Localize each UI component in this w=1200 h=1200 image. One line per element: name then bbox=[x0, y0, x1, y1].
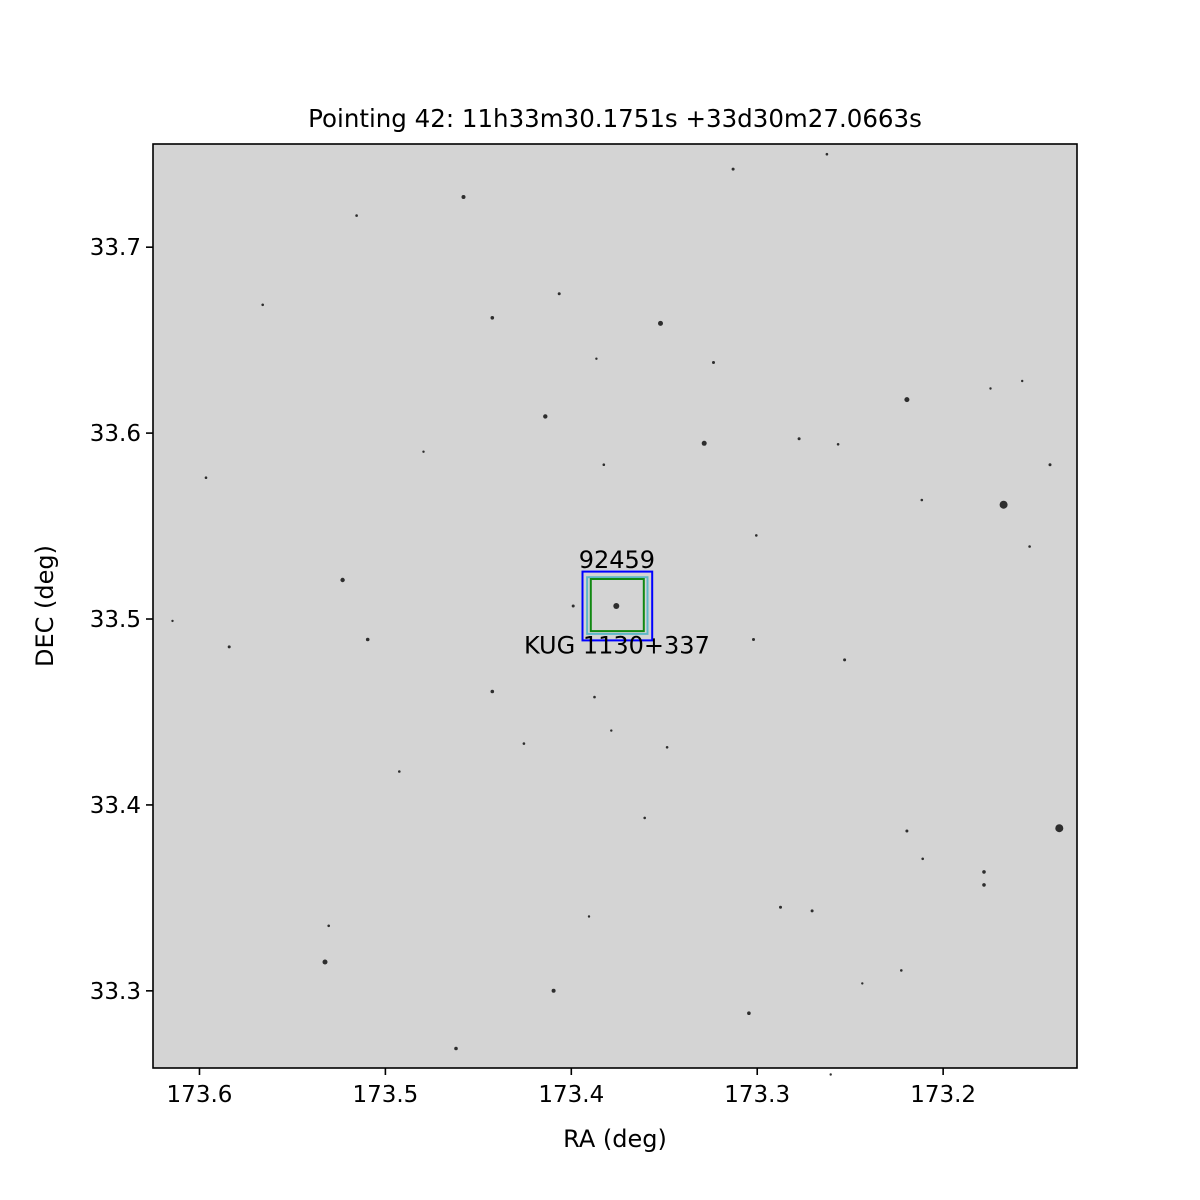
source-21 bbox=[982, 870, 986, 874]
y-tick-label-3: 33.6 bbox=[90, 421, 141, 447]
x-tick-label-3: 173.3 bbox=[724, 1082, 790, 1108]
source-39 bbox=[261, 303, 265, 307]
source-12 bbox=[747, 1011, 751, 1015]
source-41 bbox=[825, 152, 829, 156]
source-26 bbox=[227, 645, 231, 649]
source-31 bbox=[921, 857, 924, 861]
source-23 bbox=[843, 658, 847, 662]
source-36 bbox=[398, 770, 401, 773]
y-tick-label-4: 33.7 bbox=[90, 235, 141, 261]
source-29 bbox=[905, 829, 909, 833]
source-25 bbox=[920, 498, 924, 502]
plot-frame bbox=[152, 143, 1078, 1069]
y-axis-ticks: 33.3 33.4 33.5 33.6 33.7 bbox=[90, 235, 153, 1005]
source-47 bbox=[610, 729, 613, 732]
source-43 bbox=[755, 534, 758, 537]
source-8 bbox=[322, 959, 328, 965]
source-15 bbox=[490, 316, 495, 320]
source-49 bbox=[1021, 379, 1024, 383]
region-box-blue bbox=[581, 570, 654, 642]
y-axis-label: DEC (deg) bbox=[31, 545, 59, 667]
source-54 bbox=[829, 1073, 832, 1076]
source-44 bbox=[1028, 545, 1031, 548]
source-17 bbox=[797, 437, 801, 441]
source-32 bbox=[571, 604, 575, 608]
source-45 bbox=[836, 443, 840, 446]
source-22 bbox=[982, 883, 986, 887]
source-20 bbox=[490, 689, 495, 694]
source-24 bbox=[752, 638, 755, 641]
source-14 bbox=[731, 167, 735, 171]
x-axis-ticks: 173.6 173.5 173.4 173.3 173.2 bbox=[167, 1068, 976, 1108]
source-16 bbox=[557, 292, 561, 296]
source-53 bbox=[861, 982, 864, 985]
x-axis-label: RA (deg) bbox=[563, 1125, 667, 1153]
source-50 bbox=[422, 450, 425, 453]
x-tick-label-1: 173.5 bbox=[352, 1082, 418, 1108]
source-5 bbox=[904, 397, 910, 403]
source-55 bbox=[171, 619, 174, 623]
source-33 bbox=[522, 742, 526, 745]
source-40 bbox=[602, 463, 606, 467]
source-3 bbox=[658, 320, 663, 326]
source-52 bbox=[587, 915, 591, 918]
source-19 bbox=[365, 637, 370, 642]
source-48 bbox=[989, 387, 992, 390]
source-9 bbox=[461, 195, 466, 199]
source-1 bbox=[999, 500, 1008, 509]
source-11 bbox=[454, 1046, 458, 1051]
source-7 bbox=[340, 577, 345, 583]
source-6 bbox=[543, 414, 548, 419]
source-34 bbox=[665, 746, 669, 749]
region-boxes bbox=[581, 570, 654, 642]
source-10 bbox=[551, 988, 556, 993]
chart-title: Pointing 42: 11h33m30.1751s +33d30m27.06… bbox=[308, 104, 922, 133]
sources-layer bbox=[171, 152, 1064, 1076]
source-label-1: KUG 1130+337 bbox=[524, 631, 710, 659]
region-box-cyan bbox=[586, 576, 649, 635]
y-tick-label-0: 33.3 bbox=[90, 979, 141, 1005]
x-tick-label-2: 173.4 bbox=[538, 1082, 604, 1108]
source-30 bbox=[900, 969, 903, 972]
source-13 bbox=[712, 361, 715, 364]
source-35 bbox=[643, 816, 646, 820]
source-18 bbox=[1048, 463, 1052, 467]
y-tick-label-2: 33.5 bbox=[90, 607, 141, 633]
source-27 bbox=[779, 905, 782, 909]
x-tick-label-4: 173.2 bbox=[910, 1082, 976, 1108]
source-2 bbox=[1055, 824, 1064, 833]
source-42 bbox=[355, 214, 358, 217]
x-tick-label-0: 173.6 bbox=[167, 1082, 233, 1108]
y-tick-label-1: 33.4 bbox=[90, 793, 141, 819]
source-label-0: 92459 bbox=[579, 546, 655, 574]
source-labels: 92459 KUG 1130+337 bbox=[524, 546, 710, 660]
source-0 bbox=[613, 603, 620, 609]
source-51 bbox=[595, 357, 598, 360]
region-box-green bbox=[589, 578, 645, 633]
source-28 bbox=[810, 909, 814, 913]
source-46 bbox=[593, 695, 596, 699]
source-38 bbox=[204, 476, 208, 480]
source-37 bbox=[327, 924, 331, 928]
source-4 bbox=[701, 440, 707, 446]
